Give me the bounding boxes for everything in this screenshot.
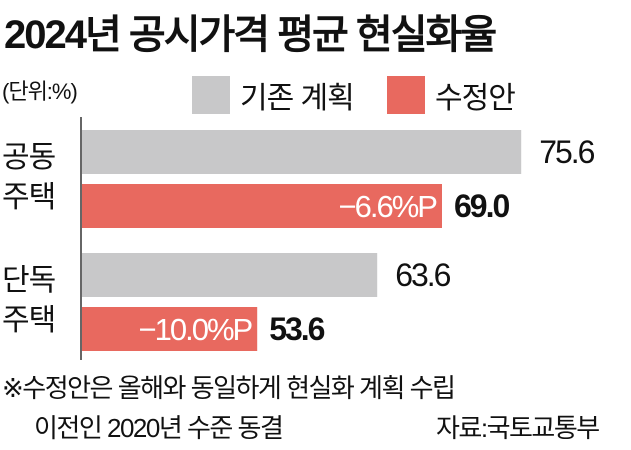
bar-existing — [82, 253, 378, 297]
legend-label: 수정안 — [435, 82, 516, 115]
legend-swatch-red — [387, 76, 425, 114]
footnote-line1: ※수정안은 올해와 동일하게 현실화 계획 수립 — [2, 373, 456, 403]
category-line: 공동 — [2, 141, 56, 174]
change-label: −10.0%P — [139, 312, 253, 347]
category-line: 주택 — [2, 304, 56, 337]
data-label: 69.0 — [454, 188, 509, 224]
chart-title: 2024년 공시가격 평균 현실화율 — [4, 13, 497, 57]
footnote-line2: 이전인 2020년 수준 동결 — [34, 413, 284, 443]
bar-existing — [82, 130, 522, 174]
bar-revised — [82, 307, 258, 351]
category-label-apartment: 공동 주택 — [2, 138, 56, 218]
legend-item-existing: 기존 계획 — [192, 75, 355, 115]
legend-label: 기존 계획 — [240, 82, 355, 115]
legend-swatch-gray — [192, 76, 230, 114]
data-label: 63.6 — [395, 257, 450, 293]
source-label: 자료:국토교통부 — [436, 413, 600, 443]
data-label: 75.6 — [539, 134, 594, 170]
change-label: −6.6%P — [339, 189, 438, 224]
category-label-detached: 단독 주택 — [2, 261, 56, 341]
category-line: 주택 — [2, 181, 56, 214]
legend-item-revised: 수정안 — [387, 75, 516, 115]
bar-revised — [82, 184, 442, 228]
data-label: 53.6 — [269, 311, 324, 347]
unit-label: (단위:%) — [2, 79, 78, 104]
category-line: 단독 — [2, 264, 56, 297]
